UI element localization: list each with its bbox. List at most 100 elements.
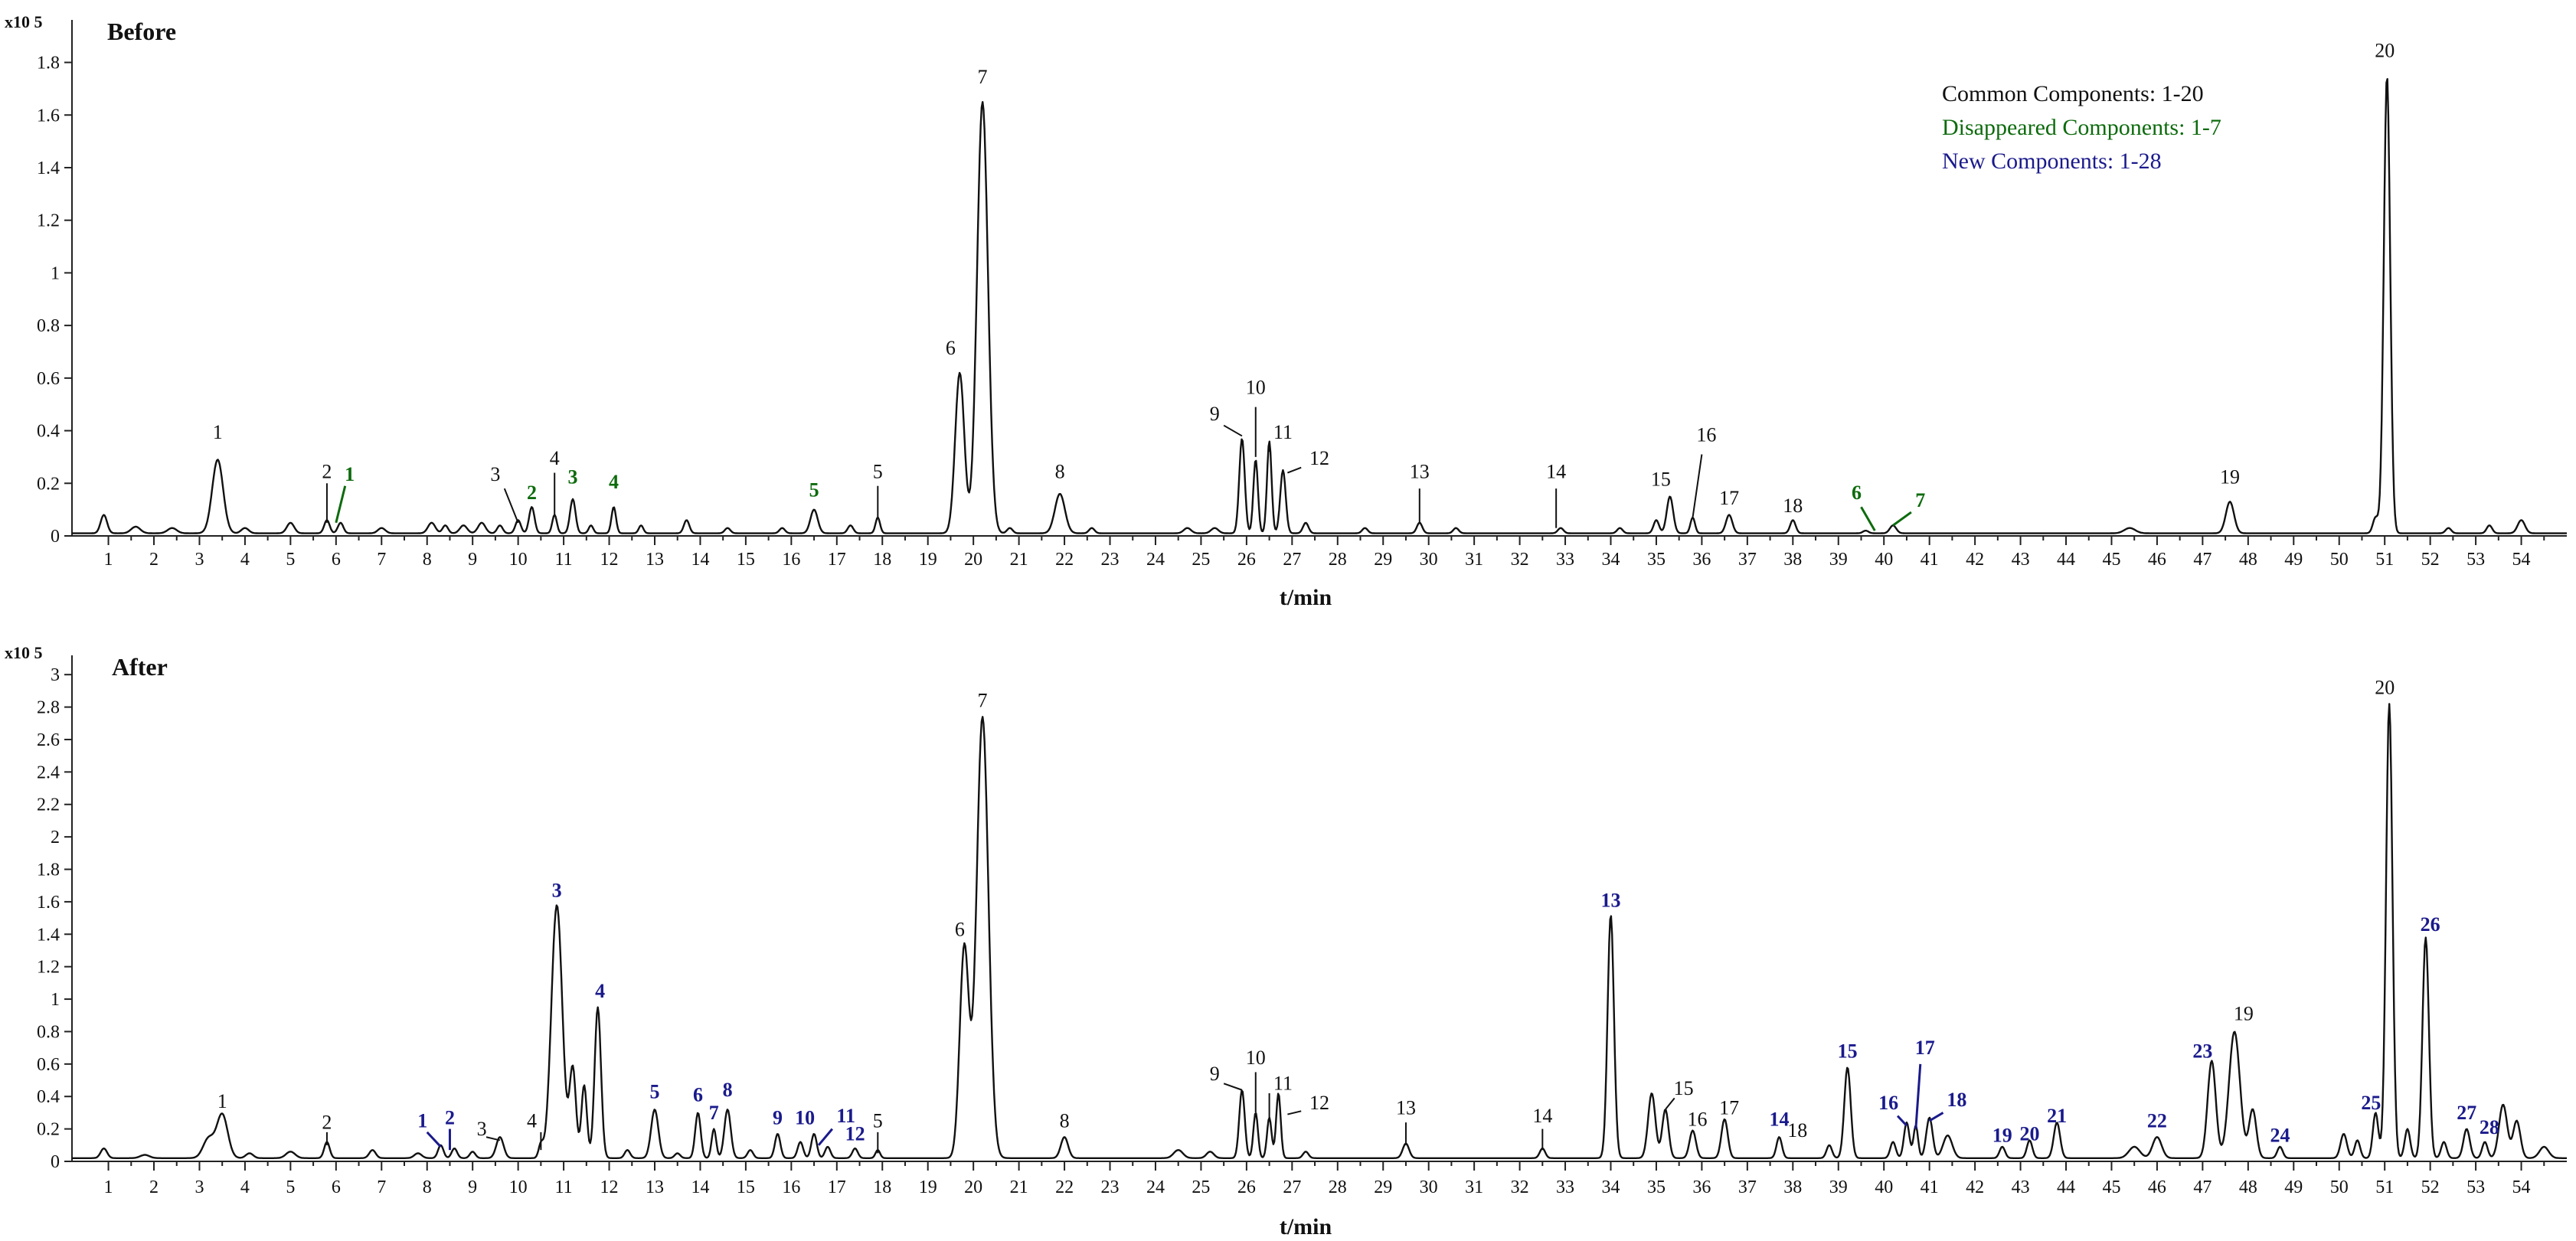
before-y-tick-label: 1.6 [37,106,60,126]
before-x-tick-label: 32 [1511,550,1529,570]
after-new-peak-label: 21 [2047,1105,2067,1127]
after-x-tick-label: 20 [964,1177,982,1197]
before-common-peak-leader [503,488,519,524]
after-x-tick-label: 34 [1601,1177,1620,1197]
after-x-tick-label: 21 [1010,1177,1028,1197]
after-x-tick-label: 23 [1101,1177,1120,1197]
before-x-tick-label: 41 [1921,550,1939,570]
before-y-tick-label: 1.2 [37,211,60,231]
before-x-tick-label: 45 [2102,550,2120,570]
after-x-tick-label: 19 [919,1177,937,1197]
after-x-tick-label: 36 [1692,1177,1711,1197]
before-disappeared-peak-label: 5 [809,478,819,501]
after-x-tick-label: 46 [2148,1177,2166,1197]
after-x-tick-label: 15 [737,1177,755,1197]
before-common-peak-label: 5 [873,460,883,482]
after-new-peak-label: 14 [1769,1108,1789,1130]
legend-disappeared: Disappeared Components: 1-7 [1942,115,2221,140]
after-x-tick-label: 44 [2057,1177,2075,1197]
after-new-peak-leader [1928,1112,1944,1122]
before-common-peak-label: 3 [490,463,500,485]
before-x-tick-label: 36 [1692,550,1711,570]
after-y-tick-label: 1.2 [37,958,60,978]
before-x-tick-label: 54 [2512,550,2531,570]
before-x-axis-label: t/min [1280,585,1332,610]
before-x-tick-label: 25 [1192,550,1210,570]
after-common-peak-label: 2 [322,1112,332,1134]
after-x-tick-label: 50 [2330,1177,2349,1197]
after-new-peak-label: 15 [1838,1040,1858,1062]
after-new-peak-label: 25 [2361,1092,2381,1114]
before-common-peak-label: 10 [1246,376,1266,398]
after-common-peak-label: 14 [1532,1105,1552,1127]
after-common-peak-label: 6 [955,918,965,940]
after-y-tick-label: 0.4 [37,1087,60,1107]
after-new-peak-label: 5 [649,1080,659,1102]
before-common-peak-label: 18 [1783,495,1803,517]
after-x-tick-label: 29 [1374,1177,1392,1197]
before-x-tick-label: 12 [600,550,619,570]
panel-before: x10 5 Before t/min 0 0.2 0.4 0.6 0.8 1 1.2 1.4 1… [5,12,2567,610]
after-x-tick-label: 4 [240,1177,250,1197]
after-new-peak-label: 4 [595,980,605,1002]
before-common-peak-leader [1287,466,1302,474]
before-common-peak-label: 20 [2375,40,2395,62]
after-common-peak-label: 12 [1309,1092,1329,1114]
before-x-tick-label: 11 [555,550,573,570]
before-x-tick-label: 35 [1647,550,1666,570]
after-x-tick-label: 13 [646,1177,664,1197]
after-new-peak-label: 26 [2421,913,2440,936]
before-x-tick-label: 49 [2284,550,2303,570]
after-new-peak-label: 8 [723,1079,733,1101]
after-y-tick-label: 1.4 [37,925,60,945]
before-x-tick-label: 30 [1420,550,1438,570]
before-common-peak-label: 13 [1410,460,1430,482]
after-new-peak-label: 11 [836,1105,855,1127]
before-x-tick-label: 9 [468,550,477,570]
after-new-peak-label: 16 [1878,1092,1898,1114]
after-y-tick-label: 0 [51,1152,60,1172]
after-panel-title: After [112,653,168,681]
before-common-peak-label: 4 [550,447,560,469]
after-x-tick-label: 16 [782,1177,800,1197]
after-x-tick-label: 33 [1556,1177,1574,1197]
after-x-tick-label: 48 [2239,1177,2257,1197]
after-new-peak-leader [1914,1063,1922,1129]
after-x-tick-label: 53 [2466,1177,2485,1197]
after-x-tick-label: 6 [332,1177,341,1197]
after-new-peak-label: 24 [2270,1125,2290,1147]
after-y-tick-label: 2.6 [37,730,60,750]
after-new-peak-label: 3 [552,880,562,902]
after-common-peak-label: 19 [2234,1003,2254,1025]
before-disappeared-peak-leader [335,485,347,524]
after-common-peak-leader [1223,1083,1243,1091]
after-common-peak-leader [485,1136,501,1141]
after-new-peak-label: 13 [1600,889,1620,911]
before-common-peak-label: 7 [978,66,988,88]
after-x-tick-label: 14 [691,1177,709,1197]
after-x-tick-label: 45 [2102,1177,2120,1197]
after-common-peak-label: 4 [527,1109,537,1132]
after-y-tick-label: 0.6 [37,1055,60,1075]
before-common-peak-label: 1 [213,421,223,443]
after-new-peak-label: 22 [2147,1109,2167,1132]
before-x-tick-label: 37 [1738,550,1757,570]
after-x-tick-label: 52 [2421,1177,2440,1197]
before-common-peak-label: 19 [2220,465,2240,488]
before-x-tick-label: 33 [1556,550,1574,570]
before-x-tick-label: 29 [1374,550,1392,570]
before-x-tick-label: 24 [1146,550,1165,570]
before-x-tick-label: 48 [2239,550,2257,570]
before-x-tick-label: 15 [737,550,755,570]
after-x-tick-label: 40 [1875,1177,1893,1197]
after-x-tick-label: 2 [149,1177,159,1197]
after-new-peak-label: 23 [2192,1040,2212,1062]
before-x-tick-label: 52 [2421,550,2440,570]
before-common-peak-leader [1223,424,1243,437]
legend-new: New Components: 1-28 [1942,149,2162,174]
after-new-peak-label: 20 [2019,1122,2039,1145]
before-x-tick-label: 8 [423,550,432,570]
after-new-peak-label: 18 [1947,1089,1966,1111]
before-x-tick-label: 7 [377,550,386,570]
